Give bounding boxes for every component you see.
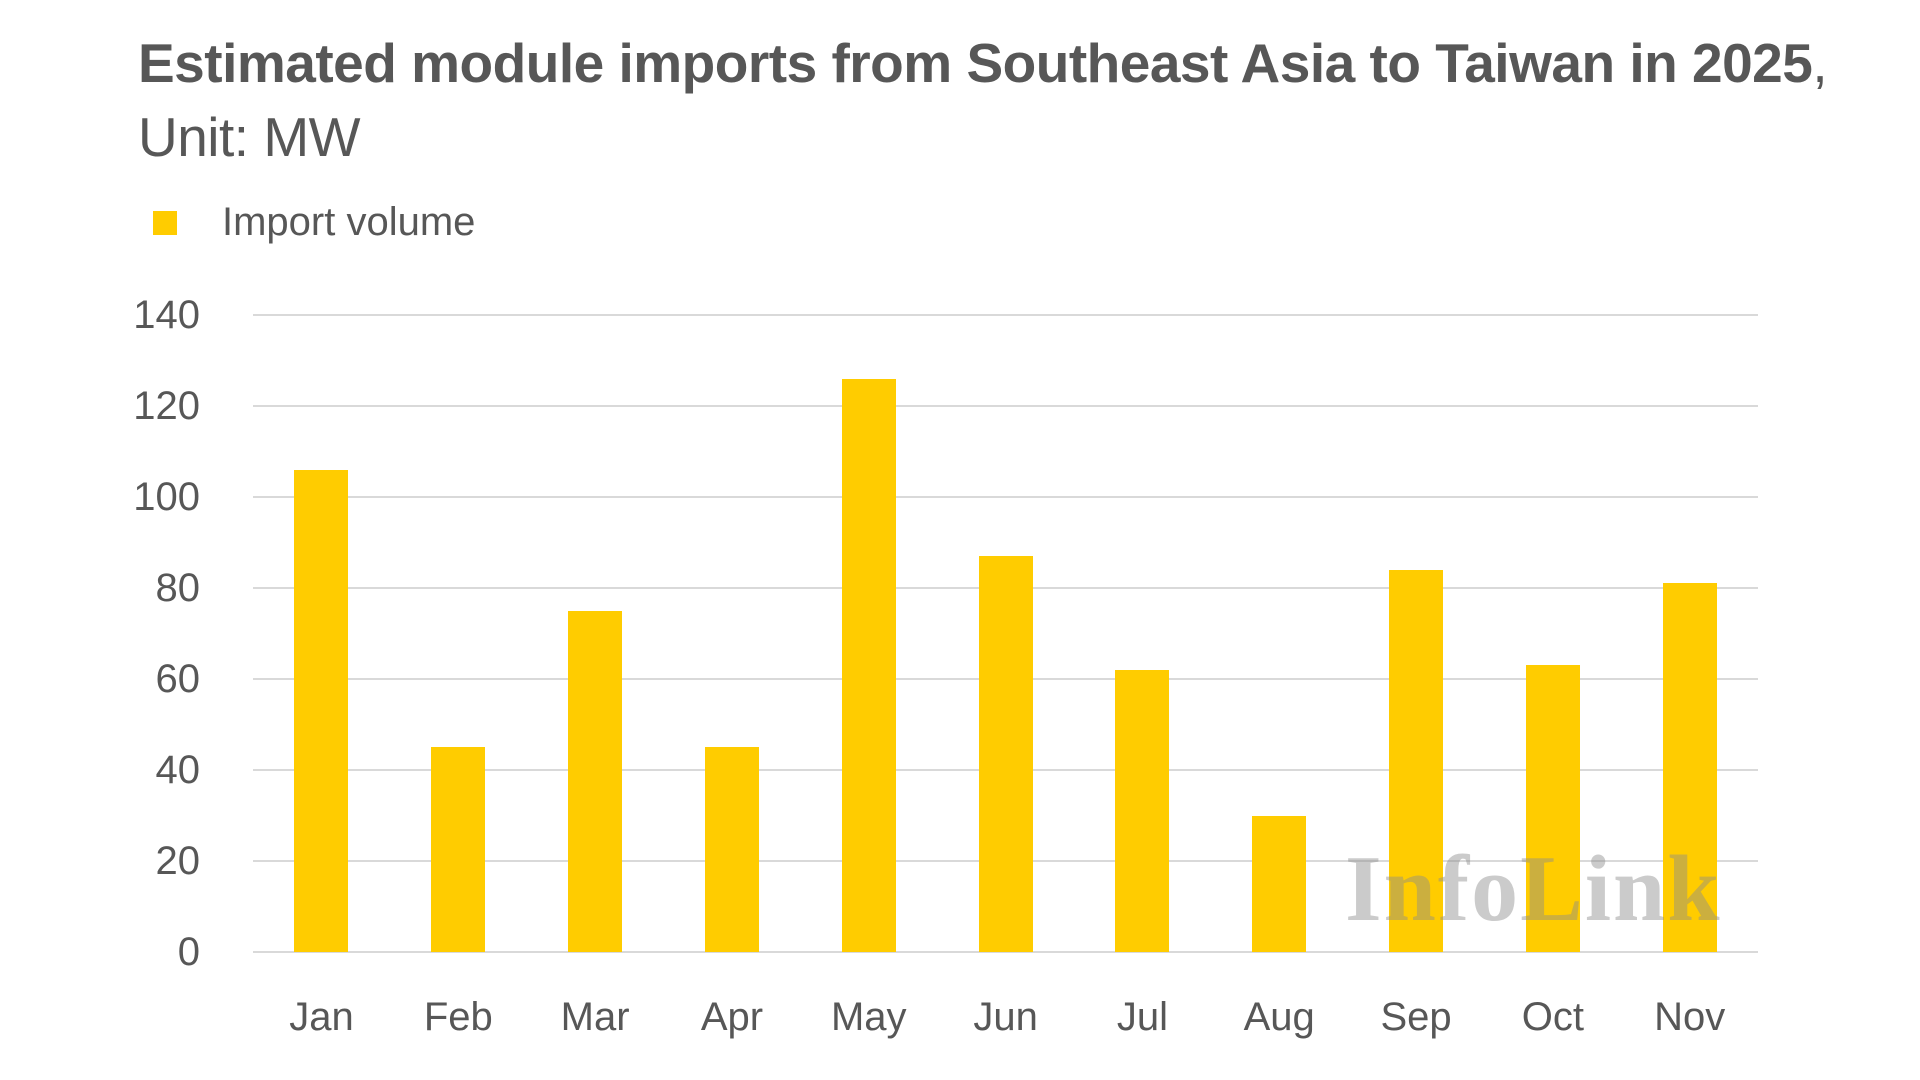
chart-title-unit: , Unit: MW bbox=[138, 32, 1828, 168]
bar-apr bbox=[704, 747, 759, 952]
legend: Import volume bbox=[153, 200, 475, 245]
x-axis-tick-label: Jan bbox=[289, 995, 354, 1039]
x-axis-tick-label: Oct bbox=[1521, 995, 1584, 1039]
y-axis-tick-label: 40 bbox=[155, 748, 201, 792]
bar-nov bbox=[1662, 583, 1717, 952]
x-axis-tick-label: Apr bbox=[700, 995, 764, 1039]
bar-oct bbox=[1525, 665, 1580, 952]
bar-jan bbox=[294, 469, 349, 952]
x-axis-tick-label: May bbox=[830, 995, 907, 1039]
x-axis-tick-label: Feb bbox=[423, 995, 493, 1039]
chart-title-main: Estimated module imports from Southeast … bbox=[138, 32, 1813, 94]
y-axis-tick-label: 80 bbox=[155, 566, 201, 610]
bar-jul bbox=[1115, 669, 1170, 952]
bar-mar bbox=[568, 610, 623, 952]
gridline bbox=[253, 314, 1758, 316]
watermark: InfoLink bbox=[1345, 837, 1722, 941]
x-axis-tick-label: Jul bbox=[1116, 995, 1168, 1039]
x-axis-tick-label: Aug bbox=[1243, 995, 1315, 1039]
y-axis-tick-label: 60 bbox=[155, 657, 201, 701]
y-axis-tick-label: 20 bbox=[155, 839, 201, 883]
bar-sep bbox=[1388, 569, 1443, 952]
x-axis-tick-label: Jun bbox=[973, 995, 1038, 1039]
y-axis-tick-label: 100 bbox=[133, 475, 200, 519]
chart-title: Estimated module imports from Southeast … bbox=[138, 26, 1838, 174]
y-axis-tick-label: 0 bbox=[177, 930, 200, 974]
x-axis-tick-label: Sep bbox=[1380, 995, 1452, 1039]
bar-aug bbox=[1252, 815, 1307, 952]
bar-feb bbox=[431, 747, 486, 952]
bar-may bbox=[841, 378, 896, 952]
gridline bbox=[253, 496, 1758, 498]
legend-label: Import volume bbox=[222, 200, 476, 244]
gridline bbox=[253, 405, 1758, 407]
legend-swatch-icon bbox=[153, 210, 177, 235]
gridline bbox=[253, 951, 1758, 953]
x-axis-tick-label: Nov bbox=[1654, 995, 1726, 1039]
y-axis-tick-label: 140 bbox=[133, 293, 200, 337]
y-axis-tick-label: 120 bbox=[133, 384, 200, 428]
x-axis-tick-label: Mar bbox=[560, 995, 630, 1039]
bar-jun bbox=[978, 556, 1033, 952]
